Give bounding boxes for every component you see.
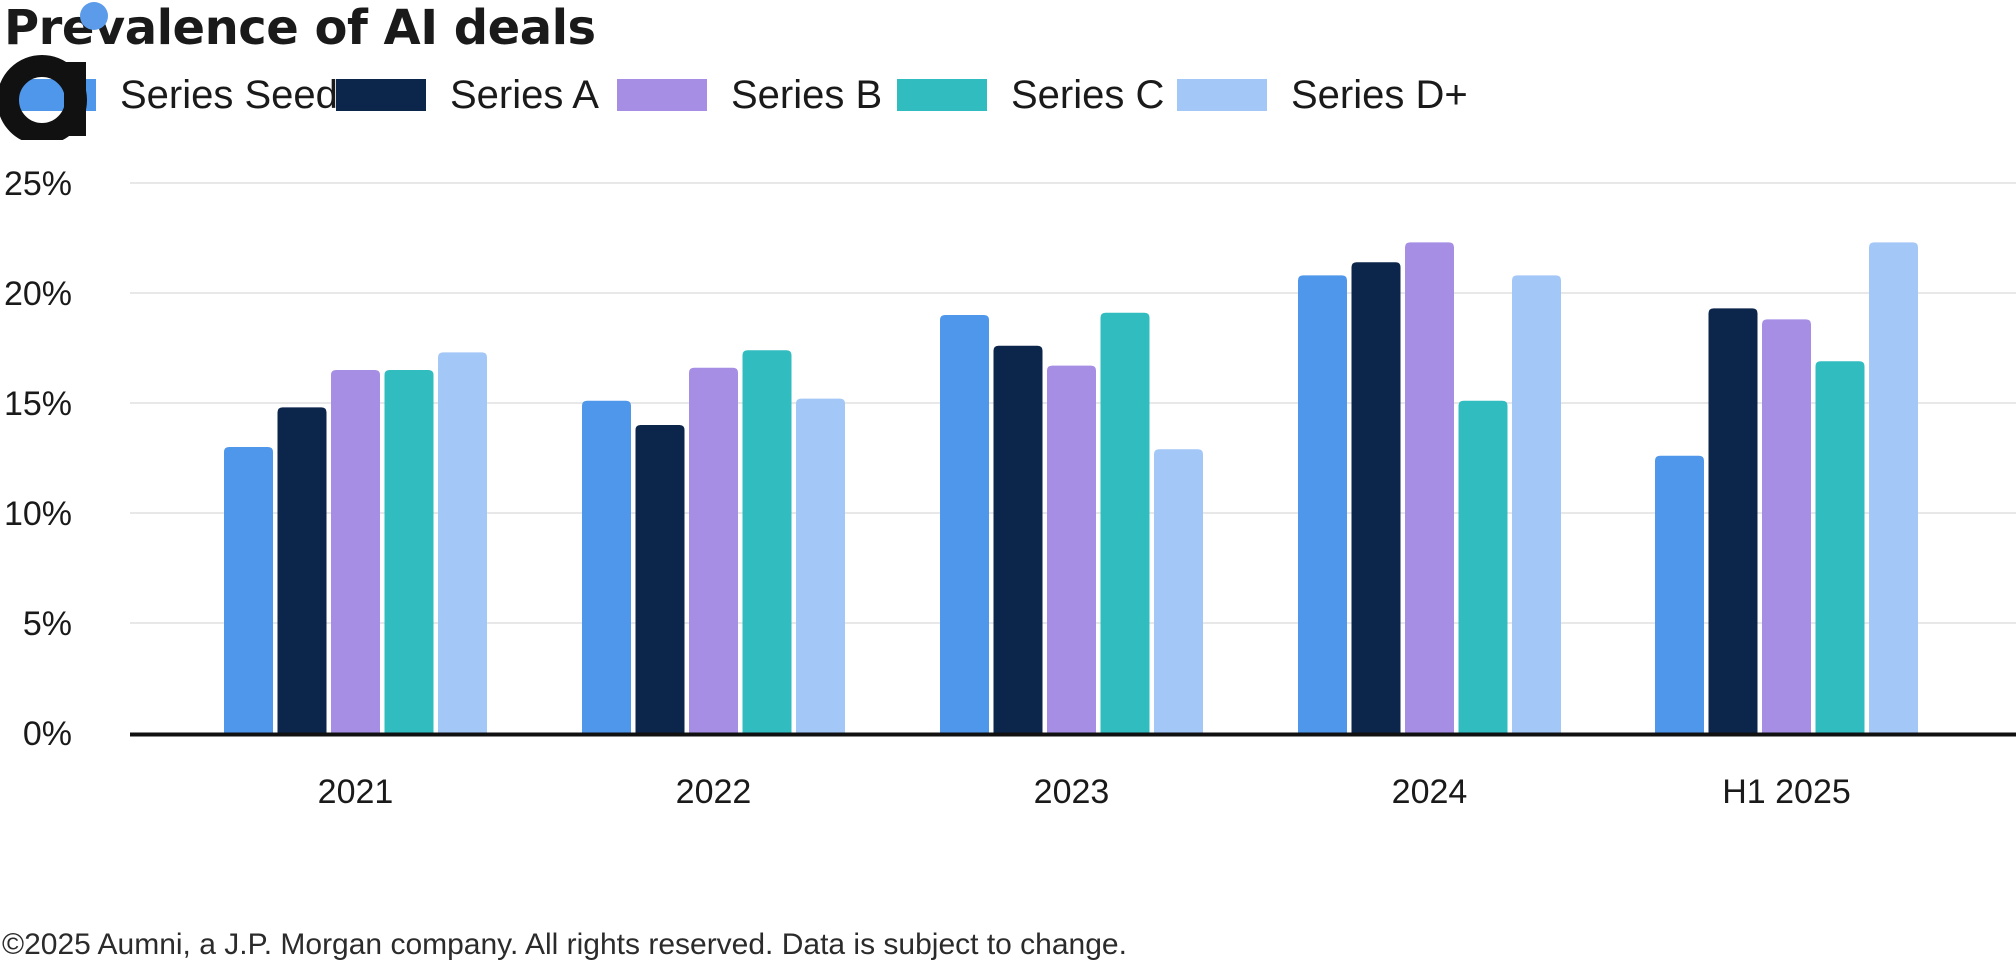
bar — [796, 398, 845, 733]
legend-swatch — [336, 79, 426, 111]
legend-item: Series D+ — [1177, 72, 1468, 118]
x-tick-label: 2024 — [1392, 773, 1468, 811]
x-tick-label: 2023 — [1034, 773, 1110, 811]
bar — [689, 367, 738, 733]
y-tick-label: 5% — [23, 605, 72, 643]
bar — [1512, 275, 1561, 733]
legend-item: Series A — [336, 72, 599, 118]
bar — [940, 315, 989, 733]
bar — [1708, 308, 1758, 733]
bar — [1405, 242, 1454, 733]
bar — [742, 350, 792, 733]
bar — [1655, 455, 1704, 733]
bar — [1298, 275, 1347, 733]
y-tick-label: 25% — [4, 165, 72, 203]
legend-swatch — [617, 79, 707, 111]
legend-label: Series Seed — [120, 72, 338, 117]
logo-letter-stem — [64, 62, 86, 136]
x-tick-label: 2021 — [318, 773, 394, 811]
logo-dot — [80, 2, 108, 30]
y-tick-label: 15% — [4, 385, 72, 423]
legend-item: Series C — [897, 72, 1164, 118]
bar — [1100, 312, 1150, 733]
legend-label: Series C — [1011, 72, 1165, 117]
bar — [1762, 319, 1811, 733]
copyright-footer: ©2025 Aumni, a J.P. Morgan company. All … — [2, 928, 1127, 961]
bar — [438, 352, 487, 733]
y-tick-label: 20% — [4, 275, 72, 313]
bar — [582, 400, 631, 733]
legend-swatch — [897, 79, 987, 111]
bar — [331, 370, 380, 733]
x-tick-label: H1 2025 — [1722, 773, 1851, 811]
y-tick-label: 10% — [4, 495, 72, 533]
bar — [1351, 262, 1401, 733]
aumni-logo — [0, 2, 108, 140]
bar — [635, 425, 685, 733]
bar — [1458, 400, 1508, 733]
legend-label: Series D+ — [1291, 72, 1468, 117]
bar-chart: 0% 5% 10% 15% 20% 25% 2021 2022 2023 2024 H1 2025 — [4, 165, 2016, 811]
legend-label: Series B — [731, 72, 883, 117]
bar — [1869, 242, 1918, 733]
x-tick-label: 2022 — [676, 773, 752, 811]
bar — [993, 345, 1043, 733]
bar — [384, 370, 434, 733]
bar — [224, 447, 273, 733]
y-tick-label: 0% — [23, 715, 72, 753]
bar — [1154, 449, 1203, 733]
bar — [1047, 365, 1096, 733]
bar — [1815, 361, 1865, 733]
legend-item: Series B — [617, 72, 882, 118]
bar — [277, 407, 327, 733]
legend-label: Series A — [450, 72, 599, 117]
legend-swatch — [1177, 79, 1267, 111]
